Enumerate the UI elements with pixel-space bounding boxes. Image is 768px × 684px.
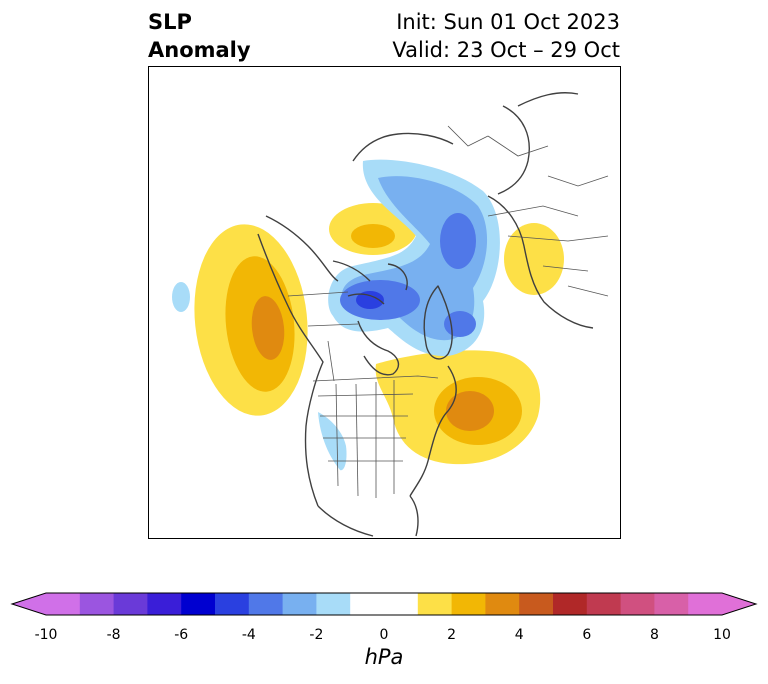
country-borders [287,125,609,498]
colorbar-under-arrow [12,593,46,615]
colorbar-tick-label: 8 [650,627,659,640]
colorbar-outline [10,592,758,616]
colorbar-segment [451,593,486,615]
colorbar-segment [350,593,419,615]
init-date: Init: Sun 01 Oct 2023 [396,10,620,34]
colorbar-tick-label: 0 [380,627,389,640]
colorbar-segment [586,593,622,615]
colorbar-segment [316,593,351,615]
map-title: SLP Anomaly [148,8,251,64]
colorbar-segment [215,593,250,615]
colorbar-segment [654,593,689,615]
valid-range: Valid: 23 Oct – 29 Oct [392,38,620,62]
forecast-dates: Init: Sun 01 Oct 2023 Valid: 23 Oct – 29… [392,8,620,64]
anomaly-high-hudson-bay [329,203,417,255]
coastlines [257,92,594,537]
colorbar-tick-label: -2 [309,627,323,640]
colorbar-segment [113,593,148,615]
colorbar-segment [46,593,81,615]
colorbar-ticks: -10 -8 -6 -4 -2 0 2 4 6 8 10 [35,627,731,640]
colorbar-over-arrow [722,593,756,615]
colorbar-segment [688,593,723,615]
anomaly-high-siberia [504,223,564,295]
colorbar-segment [620,593,655,615]
colorbar: -10 -8 -6 -4 -2 0 2 4 6 8 10 [10,592,758,640]
colorbar-segment [417,593,453,615]
anomaly-low-small [172,282,347,471]
colorbar-segments [46,593,723,615]
colorbar-tick-label: -10 [35,627,58,640]
colorbar-segment [248,593,284,615]
colorbar-segment [282,593,317,615]
title-line-1: SLP [148,10,192,34]
colorbar-tick-label: 2 [447,627,456,640]
colorbar-segment [79,593,115,615]
colorbar-tick-label: -6 [174,627,188,640]
colorbar-segment [181,593,216,615]
title-line-2: Anomaly [148,38,251,62]
colorbar-tick-label: -4 [242,627,256,640]
colorbar-unit-label: hPa [364,645,404,669]
colorbar-segment [553,593,588,615]
colorbar-tick-label: 4 [515,627,524,640]
slp-anomaly-map [148,66,621,539]
colorbar-segment [147,593,182,615]
colorbar-segment [519,593,554,615]
anomaly-high-north-pacific [194,224,308,416]
colorbar-tick-label: -8 [107,627,121,640]
colorbar-tick-label: 6 [582,627,591,640]
colorbar-tick-label: 10 [713,627,731,640]
colorbar-segment [485,593,520,615]
